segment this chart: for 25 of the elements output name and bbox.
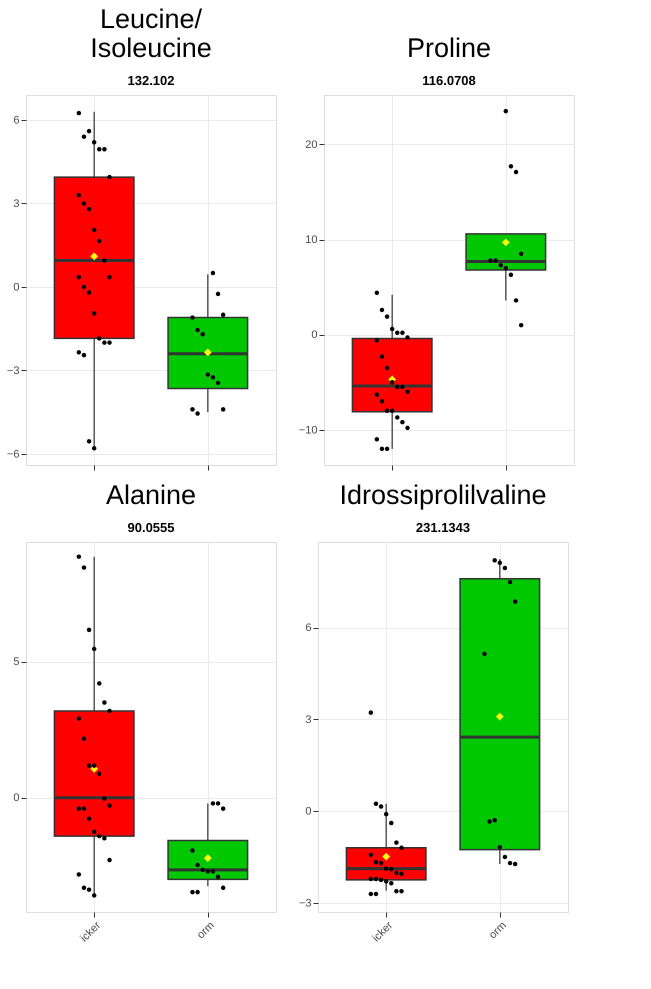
y-tick-label: −10 <box>298 424 318 436</box>
chart-title: Leucine/ Isoleucine <box>90 4 212 63</box>
y-tick-label: 3 <box>13 198 20 210</box>
y-tick-label: 6 <box>305 622 312 634</box>
y-tick-label: 5 <box>13 656 20 668</box>
y-tick-label: 0 <box>311 329 318 342</box>
y-tick-label: 0 <box>13 281 20 294</box>
y-tick-label: 0 <box>305 806 312 818</box>
y-tick-label: −3 <box>6 364 20 377</box>
chart-subtitle: 116.0708 <box>422 73 476 88</box>
y-tick-label: 0 <box>13 792 20 804</box>
y-tick-label: 6 <box>13 114 20 127</box>
chart-subtitle: 132.102 <box>128 73 174 88</box>
y-tick-label: 20 <box>305 138 318 151</box>
chart-subtitle: 90.0555 <box>128 520 174 535</box>
y-tick-label: 3 <box>305 714 312 726</box>
chart-subtitle: 231.1343 <box>416 520 470 535</box>
y-tick-label: −6 <box>6 448 20 460</box>
chart-title: Proline <box>406 33 492 63</box>
y-tick-label: 10 <box>305 234 318 246</box>
chart-title: Alanine <box>106 480 196 510</box>
x-tick-label: orm <box>486 920 509 942</box>
chart-title: Idrossiprolilvaline <box>339 480 547 510</box>
x-tick-label: orm <box>194 920 217 942</box>
y-tick-label: −3 <box>298 897 312 910</box>
